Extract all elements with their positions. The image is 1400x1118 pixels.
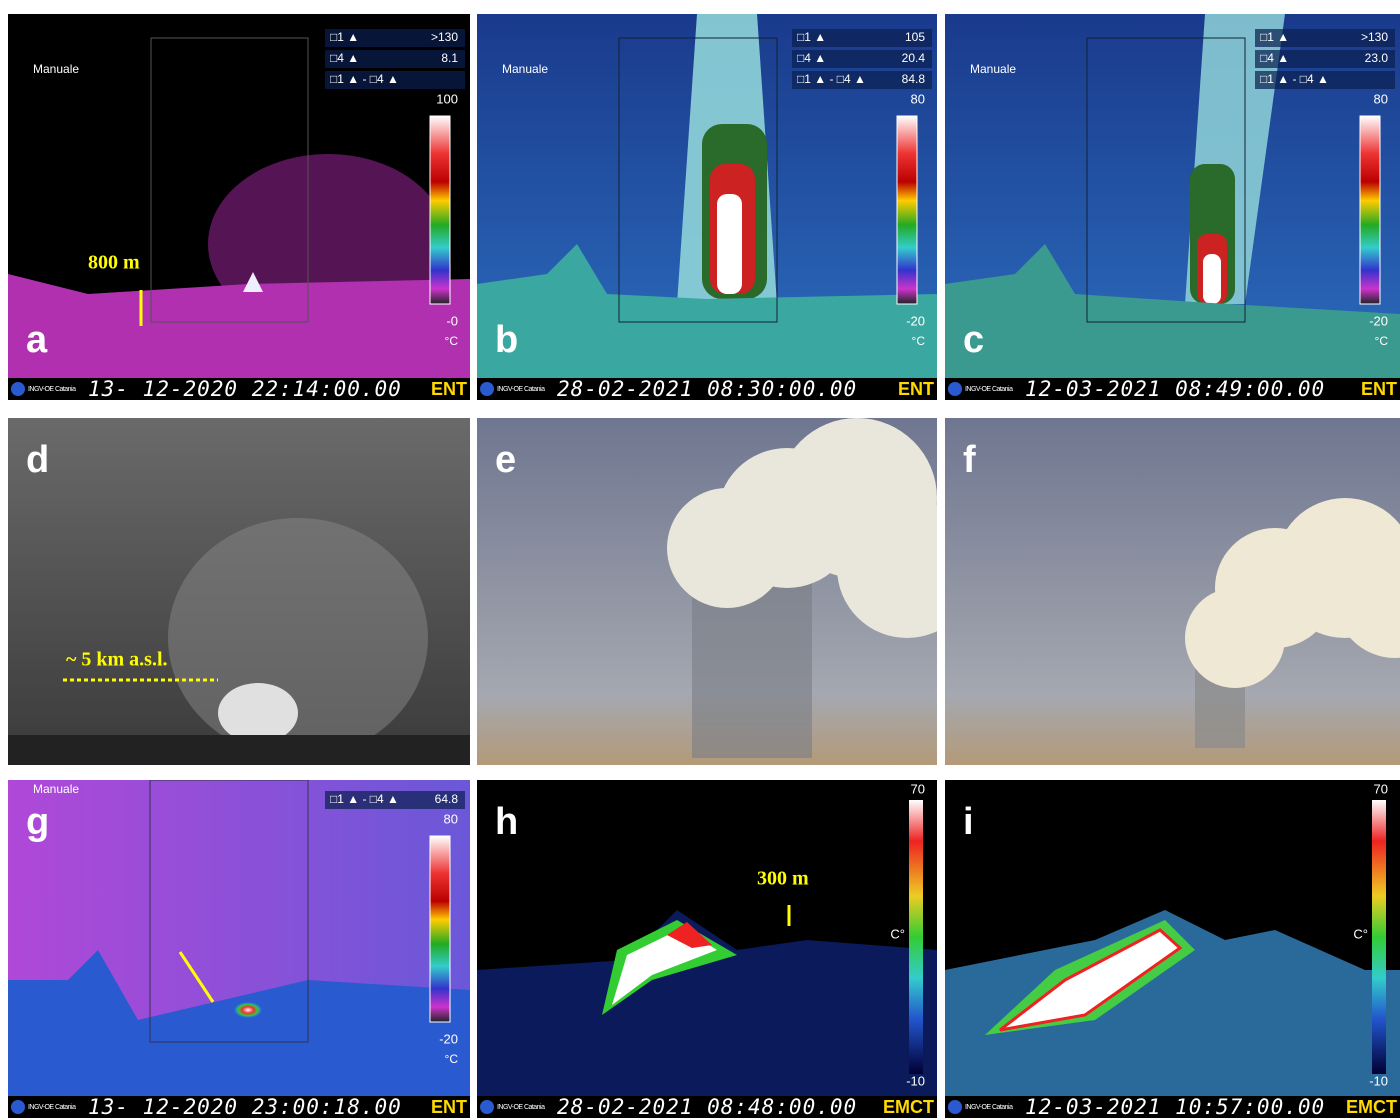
reading-value: >130 [431, 30, 458, 44]
station: ENT [898, 379, 934, 399]
color-bar [1360, 116, 1380, 304]
panel-letter: f [963, 439, 976, 481]
scale-min: -20 [1369, 313, 1388, 328]
glow [218, 683, 298, 743]
color-bar [430, 116, 450, 304]
mode-label: Manuale [33, 782, 79, 796]
annotation: 800 m [88, 252, 140, 274]
panel: Manuale □1 ▲ 105 □4 ▲ 20.4 □1 ▲ - □4 ▲ 84.8 80 -… [477, 14, 937, 401]
mode-label: Manuale [970, 62, 1016, 76]
hot-spot [234, 1002, 262, 1018]
logo: INGV-OE Catania [28, 386, 76, 393]
scale-max: 80 [1374, 91, 1388, 106]
scale-min: -10 [1369, 1073, 1388, 1088]
logo-icon [11, 382, 25, 396]
reading-value: 23.0 [1365, 51, 1389, 65]
unit: °C [1375, 334, 1389, 348]
logo-icon [948, 382, 962, 396]
scale-min: -20 [439, 1031, 458, 1046]
unit: C° [890, 926, 905, 941]
unit: °C [912, 334, 926, 348]
timestamp: 12-03-2021 08:49:00.00 [1025, 377, 1325, 401]
panel: ~ 5 km a.s.l. d [8, 418, 470, 765]
figure: Manuale □1 ▲ >130 □4 ▲ 8.1 □1 ▲ - □4 ▲ 100 -0 °C… [0, 0, 1400, 1118]
reading-key: □1 ▲ [1260, 30, 1289, 44]
panel: 70 -10 C° i INGV-OE Catania 12-03-2021 10:57:… [945, 780, 1400, 1118]
reading-key: □1 ▲ - □4 ▲ [1260, 72, 1329, 86]
panel-letter: h [495, 801, 518, 843]
logo: INGV-OE Catania [497, 386, 545, 393]
scale-max: 100 [436, 91, 458, 106]
panel: e [477, 418, 977, 765]
reading-key: □4 ▲ [1260, 51, 1289, 65]
scale-min: -10 [906, 1073, 925, 1088]
scale-max: 80 [444, 811, 458, 826]
reading-key: □4 ▲ [330, 51, 359, 65]
panel-letter: a [26, 319, 48, 361]
unit: °C [445, 334, 459, 348]
panel-letter: e [495, 439, 516, 481]
panel-letter: i [963, 801, 974, 843]
color-bar [897, 116, 917, 304]
color-bar [909, 800, 923, 1074]
reading-key: □1 ▲ [330, 30, 359, 44]
station: EMCT [883, 1097, 934, 1117]
reading-value: >130 [1361, 30, 1388, 44]
panel-letter: g [26, 801, 49, 843]
reading-key: □1 ▲ - □4 ▲ [330, 72, 399, 86]
timestamp: 12-03-2021 10:57:00.00 [1025, 1095, 1325, 1118]
reading-value: 84.8 [902, 72, 926, 86]
panel: Manuale □1 ▲ >130 □4 ▲ 23.0 □1 ▲ - □4 ▲ 80 -20 °… [945, 14, 1400, 401]
ground [8, 735, 470, 765]
hot-core [717, 194, 742, 294]
panel: f [945, 418, 1400, 765]
logo: INGV-OE Catania [28, 1104, 76, 1111]
reading-key: □1 ▲ - □4 ▲ [330, 792, 399, 806]
mode-label: Manuale [33, 62, 79, 76]
timestamp: 28-02-2021 08:30:00.00 [557, 377, 857, 401]
reading-value: 8.1 [441, 51, 458, 65]
reading-key: □4 ▲ [797, 51, 826, 65]
annotation: ~ 5 km a.s.l. [66, 649, 168, 671]
panel-letter: b [495, 319, 518, 361]
annotation: 300 m [757, 868, 809, 890]
station: EMCT [1346, 1097, 1397, 1117]
logo: INGV-OE Catania [497, 1104, 545, 1111]
color-bar [430, 836, 450, 1022]
panel-letter: d [26, 439, 49, 481]
hot-core [1203, 254, 1221, 304]
panel: Manuale □1 ▲ >130 □4 ▲ 8.1 □1 ▲ - □4 ▲ 100 -0 °C… [8, 14, 470, 401]
reading-value: 105 [905, 30, 925, 44]
mode-label: Manuale [502, 62, 548, 76]
color-bar [1372, 800, 1386, 1074]
station: ENT [431, 379, 467, 399]
reading-value: 20.4 [902, 51, 926, 65]
reading-key: □1 ▲ - □4 ▲ [797, 72, 866, 86]
scale-max: 70 [911, 781, 925, 796]
panel-letter: c [963, 319, 984, 361]
logo-icon [11, 1100, 25, 1114]
station: ENT [431, 1097, 467, 1117]
scale-max: 70 [1374, 781, 1388, 796]
scale-max: 80 [911, 91, 925, 106]
panel: Manuale □1 ▲ - □4 ▲ 64.8 80 -20 °C g INGV-OE Ca… [8, 780, 470, 1118]
timestamp: 28-02-2021 08:48:00.00 [557, 1095, 857, 1118]
plume [168, 518, 428, 758]
unit: C° [1353, 926, 1368, 941]
unit: °C [445, 1052, 459, 1066]
timestamp: 13- 12-2020 23:00:18.00 [88, 1095, 402, 1118]
logo-icon [948, 1100, 962, 1114]
logo-icon [480, 1100, 494, 1114]
reading-key: □1 ▲ [797, 30, 826, 44]
logo: INGV-OE Catania [965, 386, 1013, 393]
logo-icon [480, 382, 494, 396]
logo: INGV-OE Catania [965, 1104, 1013, 1111]
timestamp: 13- 12-2020 22:14:00.00 [88, 377, 402, 401]
reading-value: 64.8 [435, 792, 459, 806]
scale-min: -0 [446, 313, 458, 328]
station: ENT [1361, 379, 1397, 399]
scale-min: -20 [906, 313, 925, 328]
panel: 70 -10 C° 300 m h INGV-OE Catania 28-02-2021 0… [477, 780, 937, 1118]
